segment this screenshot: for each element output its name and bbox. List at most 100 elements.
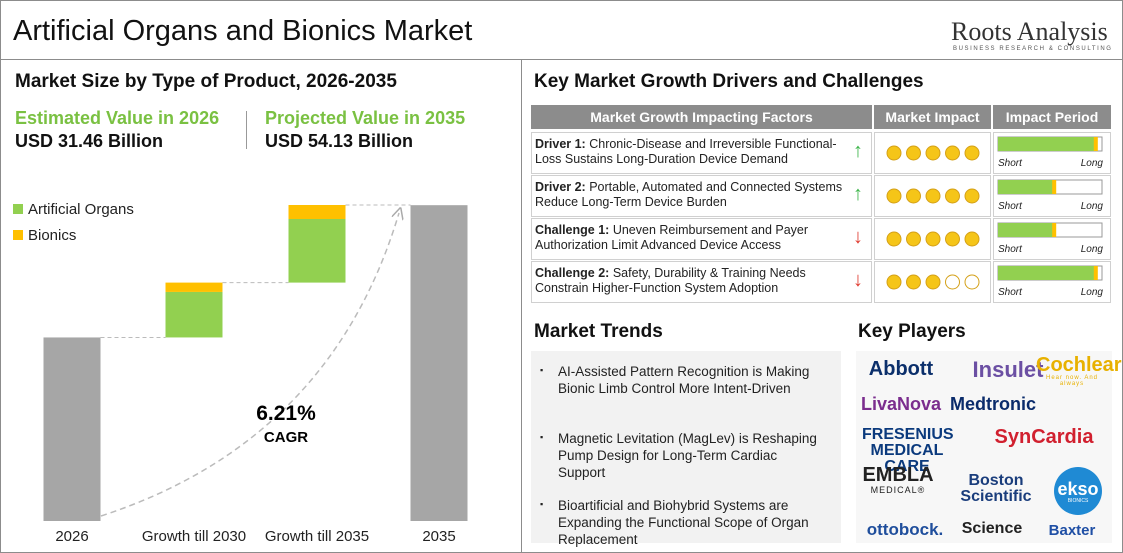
legend-label: Bionics (28, 227, 76, 244)
bullet: ▪ (540, 365, 544, 375)
section-title: Key Market Growth Drivers and Challenges (534, 71, 924, 92)
player-name: Baxter (1048, 522, 1096, 539)
impact-dot (945, 231, 960, 247)
players-box: Abbott Insulet Cochlear Hear now. And alway… (856, 351, 1122, 543)
player-logo: Abbott (861, 359, 941, 379)
impact-period: Short Long (997, 136, 1104, 169)
direction-arrow: ↑ (853, 140, 863, 162)
factor-description: Portable, Automated and Connected System… (535, 180, 843, 209)
trend-item: Bioartificial and Biohybrid Systems are … (558, 498, 809, 547)
legend-swatch (13, 204, 23, 214)
player-logo: Baxter (1036, 523, 1108, 538)
impact-dot (945, 274, 960, 290)
column-header: Impact Period (993, 105, 1111, 129)
factor-text: Challenge 1: Uneven Reimbursement and Pa… (535, 223, 857, 253)
impact-dot (906, 145, 921, 161)
period-marker (1093, 266, 1098, 280)
table-row: Challenge 2: Safety, Durability & Traini… (531, 261, 1111, 303)
player-logo: SynCardia (984, 427, 1104, 447)
factor-text: Driver 1: Chronic-Disease and Irreversib… (535, 137, 857, 167)
period-label: Short (998, 158, 1023, 169)
cagr-label: CAGR (264, 429, 308, 446)
section-title: Market Trends (534, 321, 663, 342)
player-name: Science (961, 520, 1023, 537)
player-logo: Medtronic (950, 395, 1036, 413)
table-cell (531, 261, 872, 303)
factor-text: Challenge 2: Safety, Durability & Traini… (535, 266, 857, 296)
total-bar (43, 337, 101, 521)
bar-segment (288, 219, 346, 283)
impact-dot (906, 231, 921, 247)
total-bar (410, 205, 468, 521)
impact-dot (945, 145, 960, 161)
x-tick-label: 2035 (422, 528, 455, 545)
table-row: Challenge 1: Uneven Reimbursement and Pa… (531, 218, 1111, 260)
stat-label: Projected Value in 2035 (265, 108, 466, 128)
impact-rating (886, 145, 980, 161)
bar-segment (288, 205, 346, 220)
player-logo: Insulet (968, 359, 1048, 381)
divider (521, 59, 522, 552)
player-name: ekso (1057, 479, 1099, 499)
impact-dot (964, 145, 980, 161)
stat-label: Estimated Value in 2026 (15, 108, 220, 128)
period-label: Long (1081, 244, 1104, 255)
impact-period: Short Long (997, 265, 1103, 298)
factor-description: Uneven Reimbursement and Payer Authoriza… (535, 223, 809, 252)
player-name: Insulet (972, 357, 1044, 382)
cagr-value: 6.21% (256, 402, 316, 425)
period-label: Short (998, 201, 1023, 212)
trend-item: Magnetic Levitation (MagLev) is Reshapin… (558, 431, 817, 480)
impact-rating (886, 188, 980, 204)
impact-period: Short Long (997, 222, 1104, 255)
bar-segment (165, 282, 223, 292)
table-cell (531, 132, 872, 174)
factor-description: Chronic-Disease and Irreversible Functio… (535, 137, 837, 166)
factor-description: Safety, Durability & Training Needs Cons… (535, 266, 806, 295)
player-sub: MEDICAL® (870, 485, 926, 495)
impact-dot (886, 188, 902, 204)
x-tick-label: Growth till 2035 (265, 528, 369, 545)
period-label: Short (998, 287, 1023, 298)
player-name: EMBLA (862, 464, 934, 486)
chart: 6.21% CAGR 2026 Growth till 2030 Growth ti… (13, 201, 468, 545)
table-cell (531, 218, 872, 260)
section-title: Market Size by Type of Product, 2026-203… (15, 71, 397, 92)
player-logo: ottobock. (860, 521, 950, 538)
impact-dot (964, 231, 980, 247)
player-name: FRESENIUS MEDICAL CARE (862, 426, 954, 475)
period-label: Long (1081, 158, 1104, 169)
impact-dot (925, 274, 941, 290)
divider (1, 59, 1122, 60)
table-cell (531, 175, 872, 217)
column-header: Market Growth Impacting Factors (531, 105, 872, 129)
player-name: Abbott (868, 358, 934, 380)
period-marker (1052, 223, 1057, 237)
player-logo: FRESENIUS MEDICAL CARE (862, 426, 954, 475)
player-name: SynCardia (994, 426, 1094, 448)
bullet: ▪ (540, 432, 544, 442)
factor-label: Driver 2: (535, 180, 586, 194)
player-name: LivaNova (860, 394, 942, 414)
impact-rating (886, 231, 980, 247)
impact-dot (886, 274, 902, 290)
table-row: Driver 1: Chronic-Disease and Irreversib… (531, 132, 1111, 174)
player-logo: Cochlear Hear now. And always (1036, 355, 1122, 387)
period-bar (998, 180, 1056, 194)
factor-label: Challenge 1: (535, 223, 610, 237)
player-name: ottobock. (866, 520, 944, 539)
impact-dot (925, 231, 941, 247)
bar-segment (165, 291, 223, 338)
impact-dot (886, 145, 902, 161)
player-name: Medtronic (950, 394, 1037, 414)
impact-dot (925, 188, 941, 204)
player-name: Boston Scientific (960, 472, 1032, 505)
period-bar (998, 266, 1097, 280)
direction-arrow: ↓ (853, 269, 863, 291)
x-tick-label: Growth till 2030 (142, 528, 246, 545)
player-logo: LivaNova (858, 395, 944, 413)
stat-value: USD 31.46 Billion (15, 131, 164, 151)
player-logo: EMBLA MEDICAL® (860, 465, 936, 495)
column-header: Market Impact (874, 105, 991, 129)
